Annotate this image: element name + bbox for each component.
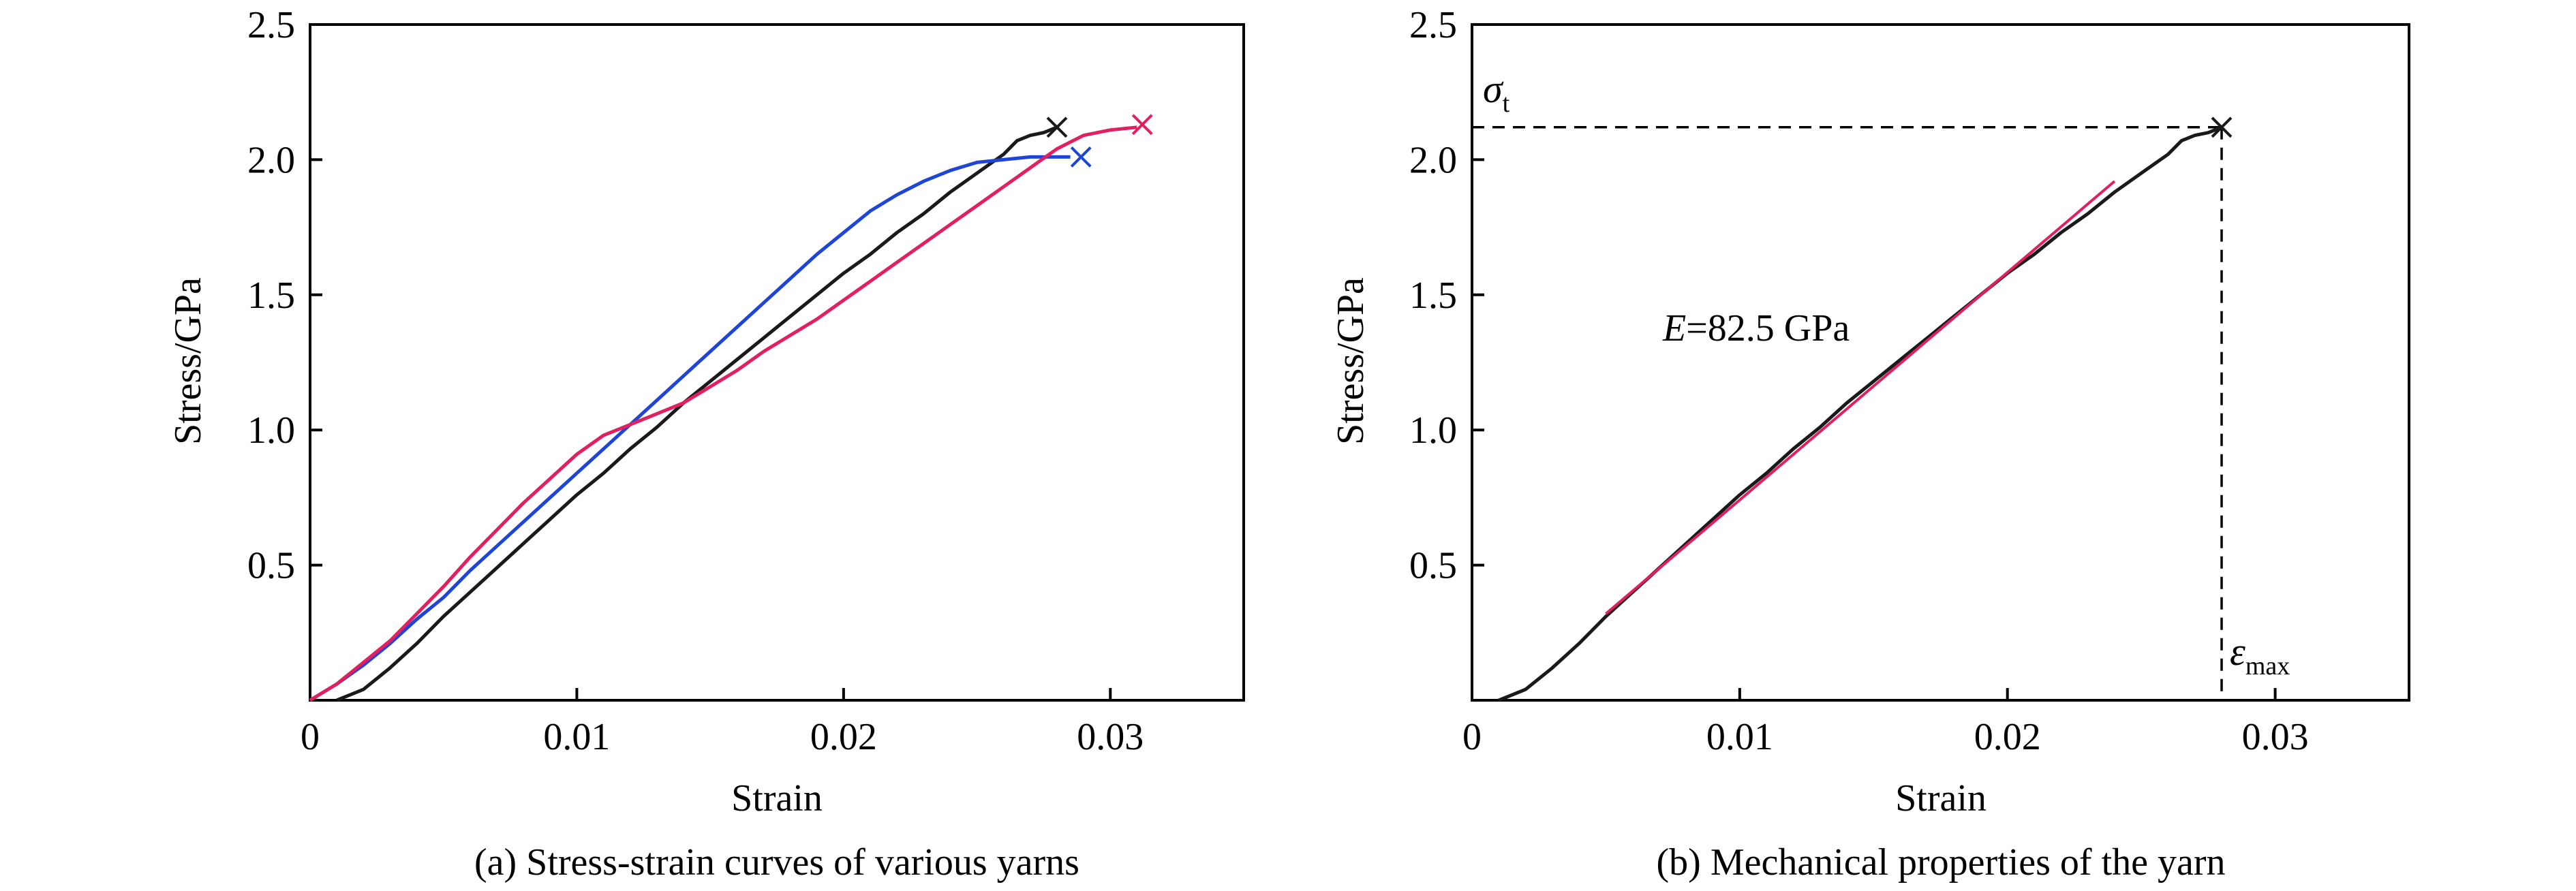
- fracture-marker-1: [1046, 116, 1068, 138]
- panel-b-caption: (b) Mechanical properties of the yarn: [1657, 841, 2226, 884]
- y-tick-label: 1.0: [1409, 409, 1457, 452]
- panel-a-x-ticks: 0 0.01 0.02 0.03: [301, 688, 1144, 758]
- panel-a-stress-strain-curves: 0 0.01 0.02 0.03 0.5 1.0 1.5 2.0 2.5 Strain Str…: [167, 4, 1245, 884]
- modulus-annotation: E=82.5 GPa: [1662, 307, 1850, 349]
- panel-a-plot-frame: [309, 23, 1245, 702]
- x-tick-label: 0: [301, 716, 320, 758]
- panel-b-x-axis-label: Strain: [1895, 777, 1987, 819]
- panel-b-reference-lines: [1472, 126, 2223, 700]
- y-tick-label: 1.5: [247, 275, 295, 317]
- y-tick-label: 0.5: [247, 545, 295, 587]
- modulus-value: =82.5 GPa: [1686, 307, 1850, 349]
- panel-b-y-axis-label: Stress/GPa: [1330, 277, 1372, 445]
- y-tick-label: 2.0: [1409, 139, 1457, 181]
- panel-a-y-ticks: 0.5 1.0 1.5 2.0 2.5: [247, 4, 322, 587]
- y-tick-label: 1.0: [247, 409, 295, 452]
- series-line-2: [309, 155, 1071, 702]
- x-tick-label: 0.01: [1706, 716, 1773, 758]
- fracture-marker-3: [1131, 114, 1153, 136]
- y-tick-label: 1.5: [1409, 275, 1457, 317]
- panel-a-y-axis-label: Stress/GPa: [167, 277, 209, 445]
- x-tick-label: 0.03: [2242, 716, 2309, 758]
- fracture-marker-1: [2211, 116, 2233, 138]
- modulus-symbol: E: [1662, 307, 1686, 349]
- fracture-marker-2: [1070, 146, 1092, 168]
- sigma-subscript: t: [1503, 89, 1510, 118]
- panel-a-caption: (a) Stress-strain curves of various yarn…: [474, 841, 1079, 884]
- x-tick-label: 0.02: [810, 716, 877, 758]
- y-tick-label: 2.0: [247, 139, 295, 181]
- series-line-3: [309, 125, 1137, 702]
- sigma-symbol: σ: [1483, 67, 1504, 111]
- x-tick-label: 0.03: [1077, 716, 1144, 758]
- panel-b-y-ticks: 0.5 1.0 1.5 2.0 2.5: [1409, 4, 1484, 587]
- linear-fit-line: [1605, 180, 2116, 615]
- x-tick-label: 0: [1462, 716, 1482, 758]
- panel-b-x-ticks: 0 0.01 0.02 0.03: [1462, 688, 2309, 758]
- sigma-t-annotation: σt: [1483, 67, 1510, 118]
- series-line-1: [336, 125, 1058, 702]
- panel-a-series-group: [309, 114, 1153, 702]
- panel-b-mechanical-properties: 0 0.01 0.02 0.03 0.5 1.0 1.5 2.0 2.5 Strain Str…: [1330, 4, 2410, 884]
- x-tick-label: 0.02: [1974, 716, 2041, 758]
- y-tick-label: 0.5: [1409, 545, 1457, 587]
- x-tick-label: 0.01: [543, 716, 610, 758]
- panel-a-x-axis-label: Strain: [731, 777, 823, 819]
- epsilon-subscript: max: [2245, 652, 2290, 681]
- epsilon-max-annotation: εmax: [2230, 629, 2290, 681]
- epsilon-symbol: ε: [2230, 629, 2245, 674]
- panel-b-series-group: [1498, 116, 2233, 702]
- y-tick-label: 2.5: [1409, 4, 1457, 46]
- panel-b-plot-frame: [1471, 23, 2410, 702]
- y-tick-label: 2.5: [247, 4, 295, 46]
